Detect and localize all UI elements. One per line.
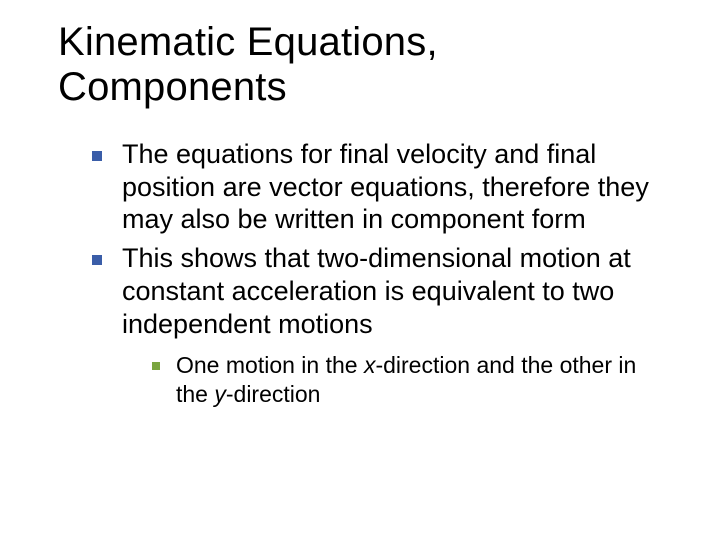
list-item: One motion in the x-direction and the ot… xyxy=(156,351,670,409)
bullet-list-level2: One motion in the x-direction and the ot… xyxy=(122,351,670,409)
bullet-text-pre: One motion in the xyxy=(176,352,364,378)
bullet-text: This shows that two-dimensional motion a… xyxy=(122,243,631,339)
title-line-1: Kinematic Equations, xyxy=(58,20,438,64)
title-line-2: Components xyxy=(58,65,287,109)
var-x: x xyxy=(364,352,376,378)
bullet-list-level1: The equations for final velocity and fin… xyxy=(58,138,670,409)
slide-title: Kinematic Equations, Components xyxy=(58,20,670,110)
bullet-text: The equations for final velocity and fin… xyxy=(122,139,649,235)
list-item: The equations for final velocity and fin… xyxy=(98,138,670,237)
var-y: y xyxy=(214,381,226,407)
list-item: This shows that two-dimensional motion a… xyxy=(98,242,670,408)
slide: Kinematic Equations, Components The equa… xyxy=(0,0,720,540)
bullet-text-post: -direction xyxy=(226,381,321,407)
